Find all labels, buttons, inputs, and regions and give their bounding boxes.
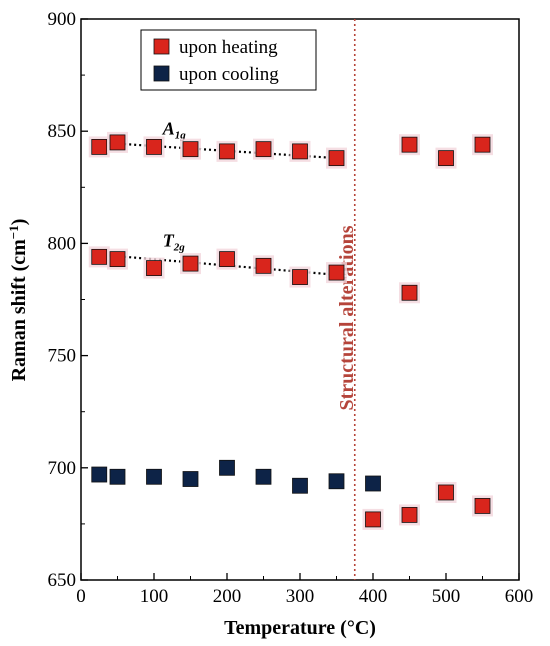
legend-cooling-label: upon cooling: [179, 64, 279, 85]
cooling-point: [219, 459, 235, 476]
y-tick-label: 750: [48, 346, 77, 367]
heating-point: [401, 507, 418, 523]
heating-point: [474, 136, 491, 153]
peak-label: A1g: [162, 118, 187, 141]
peak-label: T2g: [163, 231, 186, 254]
legend-box: [140, 29, 317, 91]
y-axis-title-sup: −1: [6, 225, 21, 239]
legend-cooling-swatch: [153, 65, 170, 82]
heating-point: [401, 136, 418, 153]
x-tick-label: 200: [213, 586, 242, 607]
x-tick-label: 100: [140, 586, 169, 607]
peak-label-main: T: [163, 231, 175, 251]
heating-point: [438, 150, 454, 167]
x-tick-label: 500: [432, 586, 461, 607]
heating-point: [182, 255, 199, 272]
y-tick-label: 900: [48, 9, 77, 30]
heating-point: [182, 141, 199, 158]
heating-point: [146, 139, 162, 155]
annotations-group: Structural alterations A1g T2g: [99, 19, 358, 580]
cooling-point: [365, 475, 381, 492]
heating-point: [328, 264, 345, 281]
peak-label-main: A: [162, 118, 175, 138]
cooling-point: [255, 468, 272, 485]
x-tick-label: 400: [359, 586, 388, 607]
y-axis-title-main: Raman shift (cm: [8, 239, 30, 382]
peak-label-subscript: 2g: [173, 242, 186, 254]
axes-group: 0 100 200 300 400 500 600 650 700 750 800 850 900: [48, 9, 534, 607]
legend-heating-label: upon heating: [179, 37, 278, 58]
heating-point: [109, 134, 126, 151]
heating-point: [255, 257, 272, 274]
y-tick-label: 800: [48, 233, 77, 254]
cooling-point: [109, 468, 126, 485]
heating-point: [255, 141, 272, 158]
y-tick-label: 650: [48, 570, 77, 591]
y-axis-title: Raman shift (cm−1): [6, 219, 30, 382]
y-axis-title-close: ): [8, 219, 30, 226]
legend-heating-swatch: [153, 38, 170, 55]
heating-point: [146, 260, 162, 276]
cooling-point: [292, 477, 308, 494]
x-tick-label: 300: [286, 586, 315, 607]
x-axis-title: Temperature (°C): [224, 617, 376, 639]
heating-point: [219, 251, 235, 268]
heating-point: [91, 139, 108, 155]
data-points-group: [88, 131, 493, 530]
cooling-point: [91, 466, 108, 483]
heating-point: [401, 284, 418, 301]
legend: upon heating upon cooling: [140, 29, 317, 91]
heating-point: [292, 269, 308, 285]
heating-point: [474, 498, 491, 514]
heating-point: [91, 248, 108, 265]
x-tick-label: 600: [505, 586, 534, 607]
y-tick-label: 700: [48, 458, 77, 479]
x-tick-label: 0: [76, 586, 86, 607]
heating-point: [292, 143, 308, 160]
cooling-point: [182, 471, 199, 487]
heating-point: [219, 143, 235, 160]
cooling-point: [146, 468, 162, 485]
heating-point: [109, 251, 126, 268]
structural-alteration-label: Structural alterations: [336, 225, 358, 410]
y-tick-label: 850: [48, 121, 77, 142]
cooling-point: [328, 473, 345, 490]
peak-label-subscript: 1g: [175, 129, 187, 141]
heating-point: [438, 484, 454, 501]
heating-point: [365, 511, 381, 528]
heating-point: [328, 150, 345, 167]
